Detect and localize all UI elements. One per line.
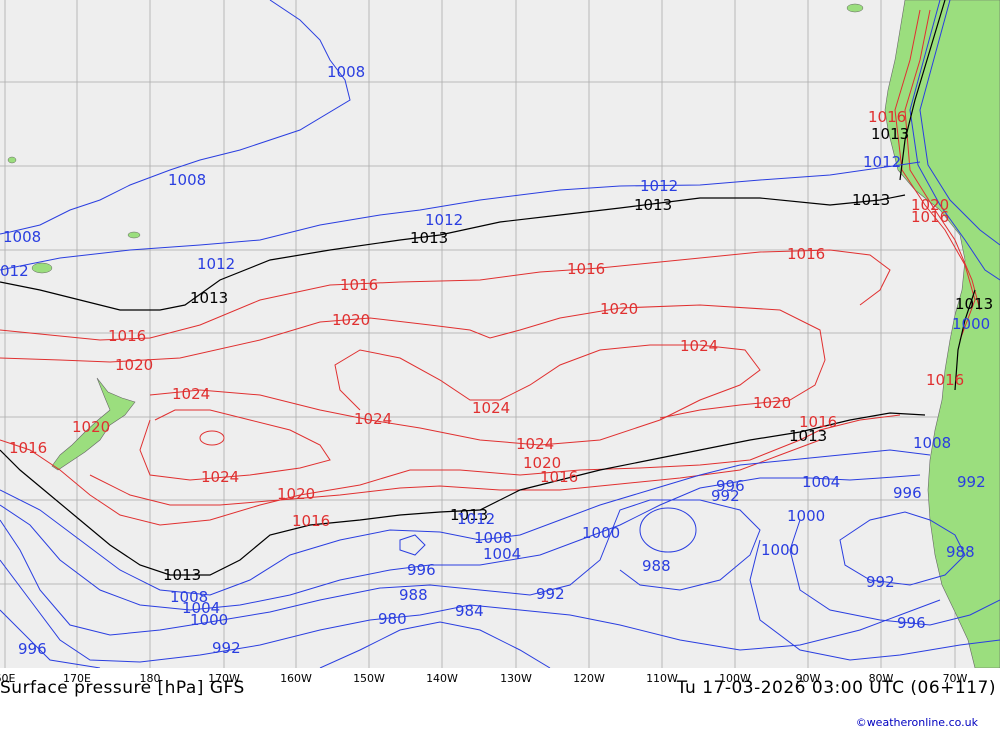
isobar-label: 012 [0,262,29,280]
isobar-label: 1024 [354,410,392,428]
isobar-label: 996 [18,640,47,658]
isobar-1013-south [0,412,926,576]
isobar-label: 1013 [852,191,890,209]
isobar-label: 988 [399,586,428,604]
isobars-north-low [0,0,921,271]
lon-label: 130W [500,672,532,685]
isobar-label: 1020 [332,311,370,329]
isobar-label: 1020 [753,394,791,412]
isobar-label: 1016 [787,245,825,263]
isobar-label: 992 [212,639,241,657]
islands [7,3,864,274]
graticule [0,0,1000,668]
lon-label: 100W [719,672,751,685]
isobar-label: 988 [642,557,671,575]
isobar-label: 1013 [871,125,909,143]
isobar-label: 1020 [911,196,949,214]
isobar-label: 992 [536,585,565,603]
isobar-label: 992 [866,573,895,591]
new-zealand-land [51,377,136,471]
isobar-label: 1012 [197,255,235,273]
isobar-label: 1024 [172,385,210,403]
isobar-label: 1024 [472,399,510,417]
lon-label: 60E [0,672,16,685]
isobar-label: 1004 [182,599,220,617]
map-title: Surface pressure [hPa] GFS [0,678,245,698]
lon-label: 180 [139,672,161,685]
valid-time: Tu 17-03-2026 03:00 UTC (06+117) [676,678,996,698]
lon-label: 70W [942,672,968,685]
isobar-label: 1020 [115,356,153,374]
lon-label: 80W [868,672,894,685]
isobar-label: 1016 [799,413,837,431]
pressure-map: 1008 1008 1008 1012 1012 1012 1012 012 1… [0,0,1000,668]
isobar-label: 1008 [168,171,206,189]
isobar-1013-north [0,194,906,311]
lon-label: 160W [280,672,312,685]
isobar-label: 1013 [410,229,448,247]
isobar-label: 1000 [761,541,799,559]
isobar-labels: 1008 1008 1008 1012 1012 1012 1012 012 1… [0,63,993,658]
lon-label: 170E [63,672,91,685]
isobar-label: 996 [897,614,926,632]
isobar-label: 1012 [640,177,678,195]
isobar-label: 1013 [789,427,827,445]
isobar-label: 1008 [170,588,208,606]
isobar-label: 1012 [457,510,495,528]
isobar-label: 1016 [926,371,964,389]
isobar-label: 1024 [201,468,239,486]
isobar-label: 1000 [952,315,990,333]
isobar-label: 1013 [190,289,228,307]
isobar-label: 1013 [634,196,672,214]
isobar-label: 1004 [483,545,521,563]
credit-link[interactable]: ©weatheronline.co.uk [855,716,978,729]
lon-label: 170W [208,672,240,685]
isobar-label: 984 [455,602,484,620]
isobar-label: 1016 [340,276,378,294]
isobar-label: 1016 [108,327,146,345]
isobar-label: 1016 [292,512,330,530]
isobar-label: 1020 [600,300,638,318]
isobar-label: 1012 [425,211,463,229]
isobar-label: 1024 [680,337,718,355]
isobar-label: 1013 [955,295,993,313]
isobars-high [0,249,901,526]
lon-label: 110W [646,672,678,685]
isobar-label: 1008 [913,434,951,452]
isobar-label: 1008 [3,228,41,246]
lon-label: 90W [795,672,821,685]
isobar-label: 1013 [163,566,201,584]
lon-label: 140W [426,672,458,685]
isobar-label: 1000 [787,507,825,525]
isobar-label: 1016 [9,439,47,457]
andes-contours [894,0,1000,391]
isobar-label: 1000 [582,524,620,542]
isobar-label: 1020 [277,485,315,503]
isobar-label: 1016 [540,468,578,486]
isobar-label: 1008 [327,63,365,81]
isobar-label: 996 [407,561,436,579]
lon-label: 150W [353,672,385,685]
isobar-label: 1016 [911,208,949,226]
south-america-land [884,0,1000,668]
isobar-label: 1016 [868,108,906,126]
isobars-south-low [0,449,1000,668]
isobar-label: 980 [378,610,407,628]
isobar-label: 996 [893,484,922,502]
isobar-label: 1020 [72,418,110,436]
isobar-label: 1000 [190,611,228,629]
isobar-label: 992 [957,473,986,491]
lon-label: 120W [573,672,605,685]
isobar-label: 1004 [802,473,840,491]
isobar-label: 1013 [450,506,488,524]
isobar-label: 988 [946,543,975,561]
isobar-label: 1020 [523,454,561,472]
isobar-label: 996 [716,477,745,495]
map-footer [0,668,1000,733]
isobar-label: 1008 [474,529,512,547]
isobar-label: 992 [711,487,740,505]
isobar-label: 1012 [863,153,901,171]
isobar-label: 1016 [567,260,605,278]
isobar-label: 1024 [516,435,554,453]
